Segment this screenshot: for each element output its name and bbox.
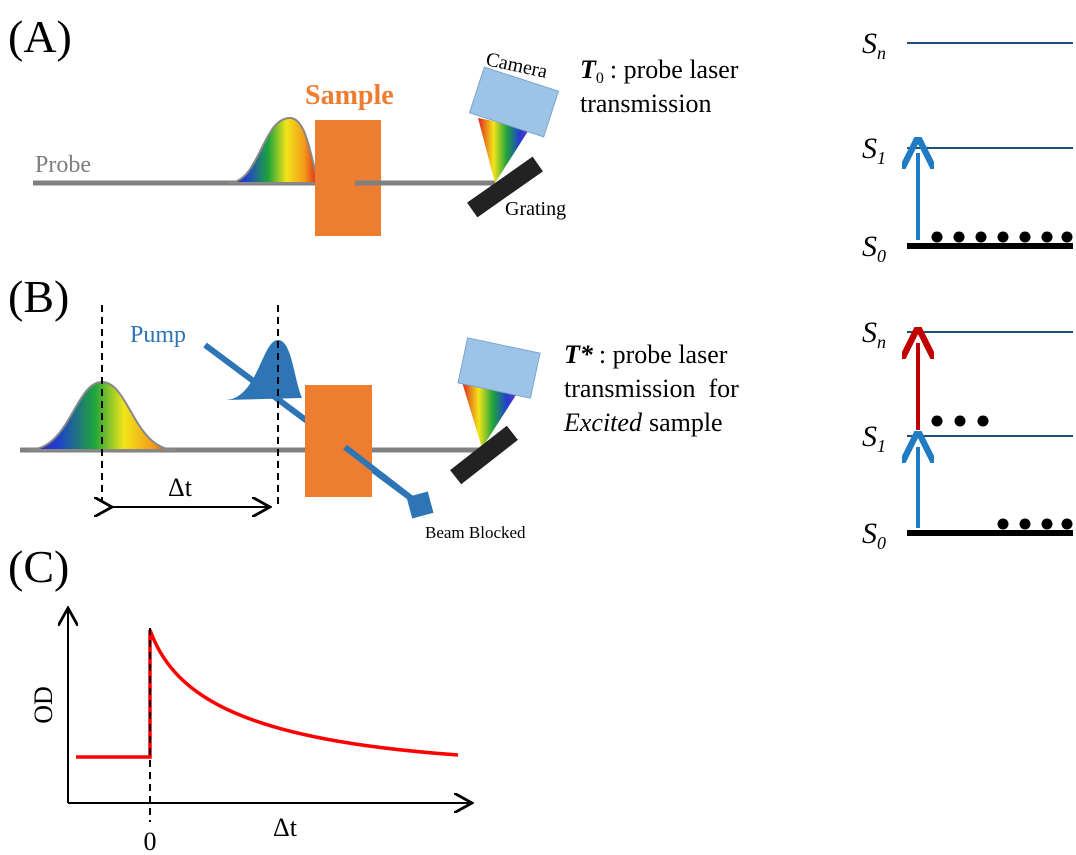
blocked-label: Beam Blocked — [425, 523, 526, 542]
camera — [468, 66, 560, 138]
panel-c: (C) OD 0 Δt — [8, 541, 470, 855]
level-label: S1 — [862, 420, 886, 456]
caption-line: : probe laser — [599, 340, 728, 369]
level-label: S1 — [862, 132, 886, 168]
caption-line: : probe laser — [610, 55, 739, 84]
probe-pulse — [227, 116, 320, 184]
caption-line: sample — [649, 408, 723, 437]
pump-label: Pump — [130, 322, 186, 348]
symbol: T — [580, 55, 597, 84]
pump-beam — [343, 444, 422, 508]
symbol: S — [862, 230, 877, 263]
energy-levels-b: Sn S1 S0 — [862, 316, 1073, 553]
symbol: S — [862, 316, 877, 349]
subscript: 0 — [596, 70, 604, 87]
subscript: 1 — [877, 148, 886, 168]
grating — [467, 156, 543, 218]
dispersed-beam — [478, 118, 530, 183]
level-label: S0 — [862, 230, 886, 266]
probe-label: Probe — [35, 152, 91, 178]
level-label: Sn — [862, 27, 886, 63]
symbol: S — [862, 132, 877, 165]
caption: Excited sample — [563, 408, 723, 437]
grating-label: Grating — [505, 198, 566, 220]
symbol: S — [862, 420, 877, 453]
emphasis: Excited — [563, 408, 643, 437]
y-axis-label: OD — [29, 686, 58, 724]
sample — [305, 385, 372, 497]
caption: T*: probe laser — [564, 340, 728, 369]
panel-a: (A) Probe Sample Camera Grating T0: prob… — [8, 11, 739, 236]
grating — [450, 425, 518, 485]
panel-b: (B) Pump Beam Blocked Δt T*: probe laser… — [8, 271, 739, 542]
subscript: 1 — [877, 436, 886, 456]
camera — [457, 337, 541, 399]
subscript: n — [877, 43, 886, 63]
delay-label: Δt — [168, 473, 193, 502]
x-axis-label: Δt — [273, 813, 298, 842]
pump-pulse — [226, 340, 302, 400]
od-curve — [76, 629, 459, 759]
population — [931, 415, 1073, 530]
dispersed-beam — [462, 382, 518, 448]
subscript: 0 — [877, 533, 886, 553]
panel-label: (A) — [8, 11, 72, 62]
caption: T0 : probe laser — [580, 55, 739, 87]
energy-levels-a: Sn S1 S0 — [862, 27, 1073, 266]
sample-label: Sample — [305, 80, 394, 111]
symbol: S — [862, 517, 877, 550]
subscript: 0 — [877, 246, 886, 266]
panel-label: (C) — [8, 541, 69, 592]
caption-line: transmission — [580, 89, 711, 118]
population — [931, 231, 1073, 243]
beam-block — [406, 491, 434, 519]
symbol: T* — [564, 340, 594, 369]
level-label: Sn — [862, 316, 886, 352]
level-label: S0 — [862, 517, 886, 553]
sample — [315, 120, 381, 236]
subscript: n — [877, 332, 886, 352]
symbol: S — [862, 27, 877, 60]
origin-label: 0 — [144, 827, 157, 855]
caption-line: transmission for — [564, 374, 739, 403]
panel-label: (B) — [8, 271, 69, 322]
